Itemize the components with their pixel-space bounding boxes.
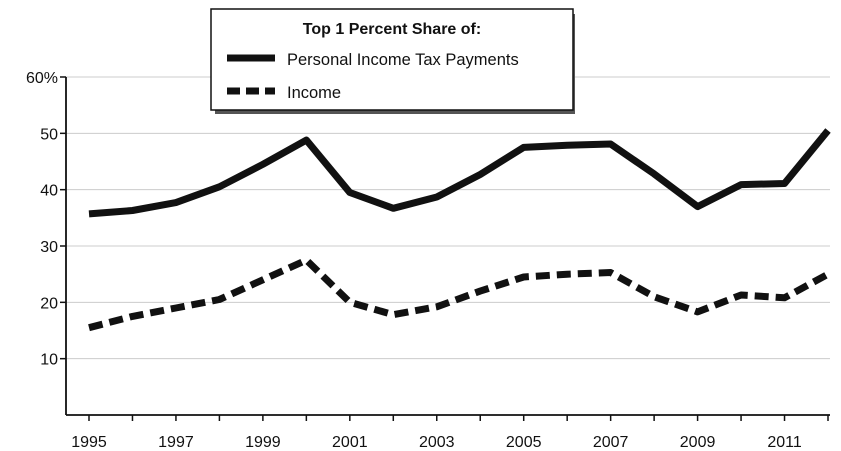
series-lines (88, 128, 831, 332)
x-axis-ticks: 1995 1997 1999 2001 2003 2005 2007 2009 2011 (71, 415, 829, 451)
y-tick-label: 30 (40, 239, 58, 256)
y-tick-label: 20 (40, 295, 58, 312)
x-tick-label: 1997 (158, 434, 194, 451)
series-line-tax-payments (88, 128, 831, 218)
x-tick-label: 1999 (245, 434, 281, 451)
series-line-income (88, 256, 830, 332)
x-tick-label: 2011 (767, 434, 802, 451)
y-axis-ticks: 10 20 30 40 50 60% (26, 70, 66, 369)
y-tick-label: 40 (40, 183, 58, 200)
y-tick-label: 60% (26, 70, 58, 87)
legend-label-income: Income (287, 84, 341, 102)
legend-label-tax-payments: Personal Income Tax Payments (287, 51, 519, 69)
x-tick-label: 2009 (680, 434, 716, 451)
legend: Top 1 Percent Share of: Personal Income … (210, 8, 575, 114)
x-tick-label: 2003 (419, 434, 455, 451)
x-tick-label: 1995 (71, 434, 107, 451)
y-tick-label: 10 (40, 352, 58, 369)
y-tick-label: 50 (40, 126, 58, 143)
gridlines (66, 76, 830, 360)
x-tick-label: 2007 (593, 434, 629, 451)
x-tick-label: 2001 (332, 434, 368, 451)
legend-title: Top 1 Percent Share of: (303, 21, 481, 38)
x-tick-label: 2005 (506, 434, 542, 451)
